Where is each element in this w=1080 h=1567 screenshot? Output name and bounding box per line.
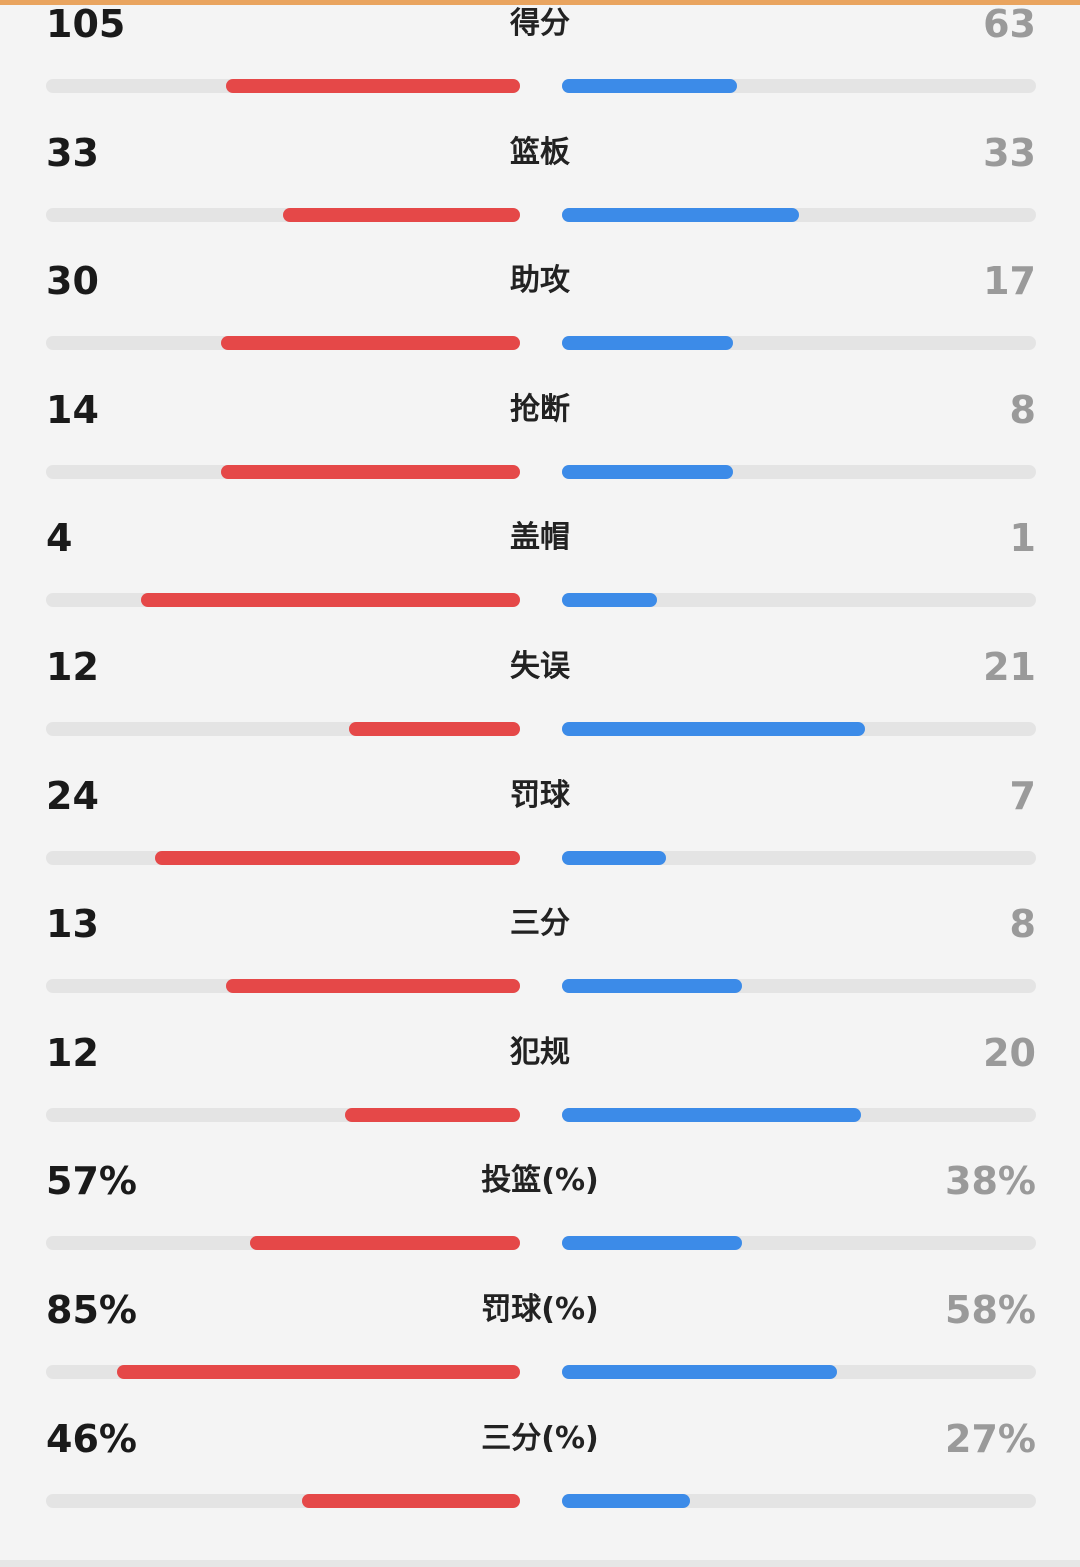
stat-row-3p-pct: 46% 三分(%) 27%	[0, 1417, 1080, 1545]
away-bar	[562, 593, 657, 608]
away-value: 58%	[945, 1288, 1036, 1332]
home-bar	[302, 1493, 520, 1508]
home-bar-track	[46, 1365, 520, 1379]
away-bar	[562, 1365, 837, 1379]
stat-label: 得分	[510, 6, 570, 41]
home-value: 33	[46, 130, 99, 175]
stat-row-fouls: 12 犯规 20	[0, 1031, 1080, 1159]
stat-label: 盖帽	[510, 520, 570, 556]
away-bar-track	[562, 1236, 1036, 1251]
home-value: 12	[46, 645, 99, 689]
stat-row-ft-pct: 85% 罚球(%) 58%	[0, 1288, 1080, 1416]
away-bar	[562, 1493, 690, 1508]
home-bar-track	[46, 850, 520, 865]
home-bar	[345, 1107, 520, 1122]
home-bar-track	[46, 336, 520, 351]
away-value: 63	[983, 2, 1036, 46]
stat-label: 助攻	[510, 263, 570, 299]
away-bar-track	[562, 79, 1036, 93]
away-bar-track	[562, 850, 1036, 865]
home-value: 24	[46, 773, 99, 818]
home-value: 30	[46, 259, 99, 304]
home-bar	[226, 79, 520, 93]
stat-label: 三分	[510, 906, 570, 942]
away-value: 17	[983, 259, 1036, 304]
stat-row-assists: 30 助攻 17	[0, 259, 1080, 387]
stat-row-points: 105 得分 63	[0, 2, 1080, 130]
stat-row-blocks: 4 盖帽 1	[0, 516, 1080, 644]
home-value: 13	[46, 902, 99, 947]
stat-label: 篮板	[510, 134, 570, 170]
stat-label: 抢断	[510, 391, 570, 427]
away-value: 21	[983, 645, 1036, 689]
away-bar	[562, 464, 733, 479]
away-bar	[562, 1236, 742, 1251]
home-bar-track	[46, 207, 520, 222]
away-bar	[562, 79, 737, 93]
away-value: 38%	[945, 1159, 1036, 1204]
away-value: 1	[1009, 516, 1036, 561]
away-bar-track	[562, 207, 1036, 222]
away-bar	[562, 207, 799, 222]
home-value: 57%	[46, 1159, 137, 1204]
home-bar	[221, 336, 520, 351]
home-bar	[226, 979, 520, 994]
away-value: 8	[1009, 902, 1036, 947]
home-bar-track	[46, 1493, 520, 1508]
away-bar-track	[562, 722, 1036, 736]
bottom-divider	[0, 1560, 1080, 1567]
top-accent-line	[0, 0, 1080, 5]
home-value: 14	[46, 387, 99, 432]
away-bar	[562, 1107, 861, 1122]
home-value: 4	[46, 516, 73, 561]
away-bar-track	[562, 464, 1036, 479]
away-bar	[562, 979, 742, 994]
away-bar-track	[562, 593, 1036, 608]
away-value: 27%	[945, 1416, 1036, 1461]
home-bar-track	[46, 593, 520, 608]
home-bar	[117, 1365, 520, 1379]
away-bar-track	[562, 979, 1036, 994]
home-bar	[141, 593, 520, 608]
home-bar-track	[46, 979, 520, 994]
home-value: 46%	[46, 1416, 137, 1461]
stat-label: 三分(%)	[481, 1420, 599, 1456]
stat-row-rebounds: 33 篮板 33	[0, 131, 1080, 259]
stat-label: 罚球	[510, 777, 570, 813]
home-bar-track	[46, 1107, 520, 1122]
away-bar-track	[562, 1365, 1036, 1379]
away-bar-track	[562, 1107, 1036, 1122]
stat-row-three-pointers: 13 三分 8	[0, 902, 1080, 1030]
stat-row-free-throws: 24 罚球 7	[0, 774, 1080, 902]
away-value: 20	[983, 1030, 1036, 1075]
stat-label: 失误	[510, 649, 570, 684]
away-bar	[562, 722, 865, 736]
away-value: 8	[1009, 387, 1036, 432]
stat-row-steals: 14 抢断 8	[0, 388, 1080, 516]
home-bar	[349, 722, 520, 736]
home-value: 12	[46, 1030, 99, 1075]
home-bar	[283, 207, 520, 222]
stat-row-turnovers: 12 失误 21	[0, 645, 1080, 773]
home-bar-track	[46, 1236, 520, 1251]
home-bar-track	[46, 79, 520, 93]
stat-label: 罚球(%)	[481, 1292, 599, 1327]
home-bar	[250, 1236, 520, 1251]
away-value: 33	[983, 130, 1036, 175]
home-bar-track	[46, 722, 520, 736]
stat-label: 投篮(%)	[481, 1163, 599, 1199]
away-bar-track	[562, 1493, 1036, 1508]
away-bar	[562, 336, 733, 351]
away-bar	[562, 850, 666, 865]
home-value: 85%	[46, 1288, 137, 1332]
home-bar	[155, 850, 520, 865]
stat-row-fg-pct: 57% 投篮(%) 38%	[0, 1159, 1080, 1287]
stat-label: 犯规	[510, 1034, 570, 1070]
home-bar	[221, 464, 520, 479]
home-bar-track	[46, 464, 520, 479]
away-bar-track	[562, 336, 1036, 351]
away-value: 7	[1009, 773, 1036, 818]
home-value: 105	[46, 2, 126, 46]
